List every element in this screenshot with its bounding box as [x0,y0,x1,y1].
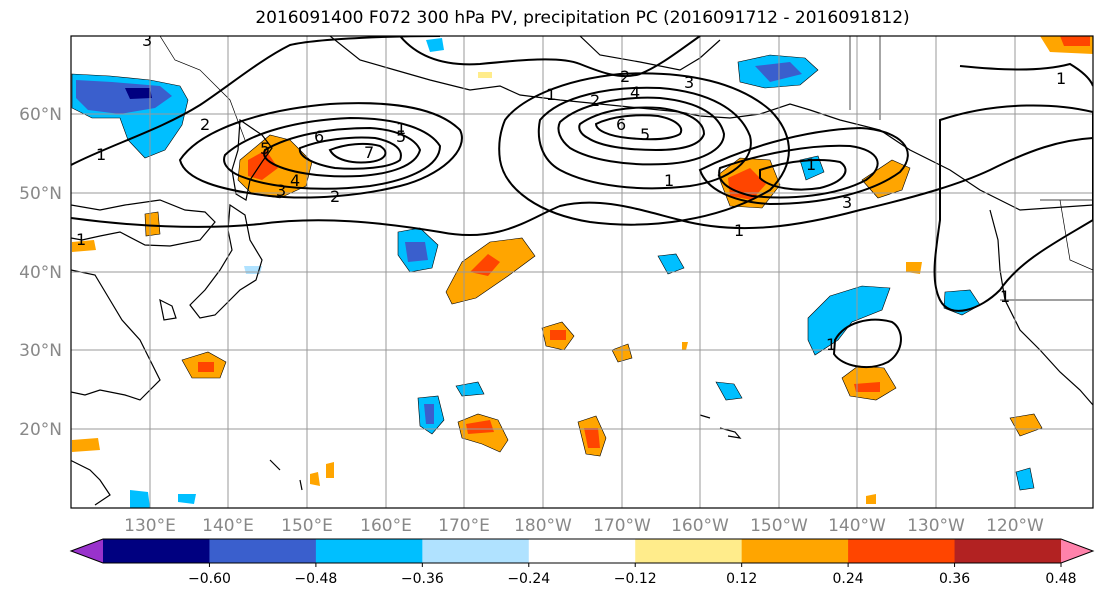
lat-label: 60°N [19,105,62,125]
contour-label: 3 [684,73,694,92]
lon-label: 130°E [124,516,176,536]
contour-label: 1 [806,155,816,174]
lon-axis: 130°E 140°E 150°E 160°E 170°E 180°W 170°… [124,516,1044,536]
contour-label: 1 [546,85,556,104]
contour-label: 5 [640,125,650,144]
colorbar: −0.60 −0.48 −0.36 −0.24 −0.12 0.12 0.24 0.36 0.4… [69,538,1095,587]
colorbar-bin [315,539,423,563]
contour-label: 3 [142,31,152,50]
contour-label: 6 [314,127,324,146]
contour-label: 2 [620,67,630,86]
lon-label: 140°E [202,516,254,536]
colorbar-tick-label: −0.60 [188,571,231,587]
lon-label: 140°W [828,516,886,536]
contour-label: 1 [734,221,744,240]
lat-label: 30°N [19,341,62,361]
colorbar-bin [741,539,849,563]
contour-label: 1 [96,145,106,164]
colorbar-bin [954,539,1062,563]
contour-label: 1 [396,119,406,138]
contour-label: 1 [76,230,86,249]
pv-contours [71,36,1093,369]
lon-label: 170°W [593,516,651,536]
contour-labels: 3 2 1 1 2 3 4 5 6 5 7 2 1 2 3 4 6 5 1 1 … [76,31,1066,354]
map-frame [70,35,1094,509]
colorbar-extend-low [71,539,103,563]
precip-positive-shading [72,36,1093,504]
colorbar-bin [528,539,636,563]
lon-label: 160°E [360,516,412,536]
contour-label: 2 [590,91,600,110]
contour-label: 4 [630,83,640,102]
colorbar-bin [848,539,956,563]
colorbar-tick-label: 0.48 [1045,571,1076,587]
lon-label: 160°W [671,516,729,536]
lon-label: 130°W [907,516,965,536]
lat-axis: 60°N 50°N 40°N 30°N 20°N [19,105,62,440]
colorbar-bin [422,539,530,563]
lon-label: 170°E [438,516,490,536]
lon-label: 120°W [986,516,1044,536]
lon-label: 180°W [514,516,572,536]
contour-label: 5 [396,127,406,146]
contour-label: 7 [364,143,374,162]
colorbar-tick-label: 0.36 [939,571,970,587]
contour-label: 2 [200,115,210,134]
lon-label: 150°E [281,516,333,536]
colorbar-tick-label: −0.12 [614,571,657,587]
colorbar-tick-label: 0.12 [726,571,757,587]
colorbar-outline [69,538,1095,564]
contour-label: 2 [330,187,340,206]
contour-label: 1 [1056,69,1066,88]
contour-label: 6 [616,115,626,134]
contour-label: 1 [826,335,836,354]
precip-negative-shading [71,38,1035,508]
colorbar-tick-label: −0.36 [401,571,444,587]
colorbar-bin [103,539,210,563]
colorbar-extend-high [1061,539,1093,563]
map-title: 2016091400 F072 300 hPa PV, precipitatio… [255,8,910,28]
colorbar-bin [635,539,743,563]
colorbar-bin [209,539,317,563]
contour-label: 3 [842,193,852,212]
contour-label: 4 [290,171,300,190]
colorbar-tick-label: −0.48 [294,571,337,587]
lat-label: 50°N [19,184,62,204]
lat-label: 20°N [19,420,62,440]
contour-label: 1 [1000,287,1010,306]
contour-label: 5 [260,139,270,158]
colorbar-tick-label: −0.24 [507,571,550,587]
lat-label: 40°N [19,263,62,283]
contour-label: 3 [276,181,286,200]
lon-label: 150°W [750,516,808,536]
gridlines [71,36,1093,508]
colorbar-tick-label: 0.24 [833,571,864,587]
contour-label: 1 [664,171,674,190]
